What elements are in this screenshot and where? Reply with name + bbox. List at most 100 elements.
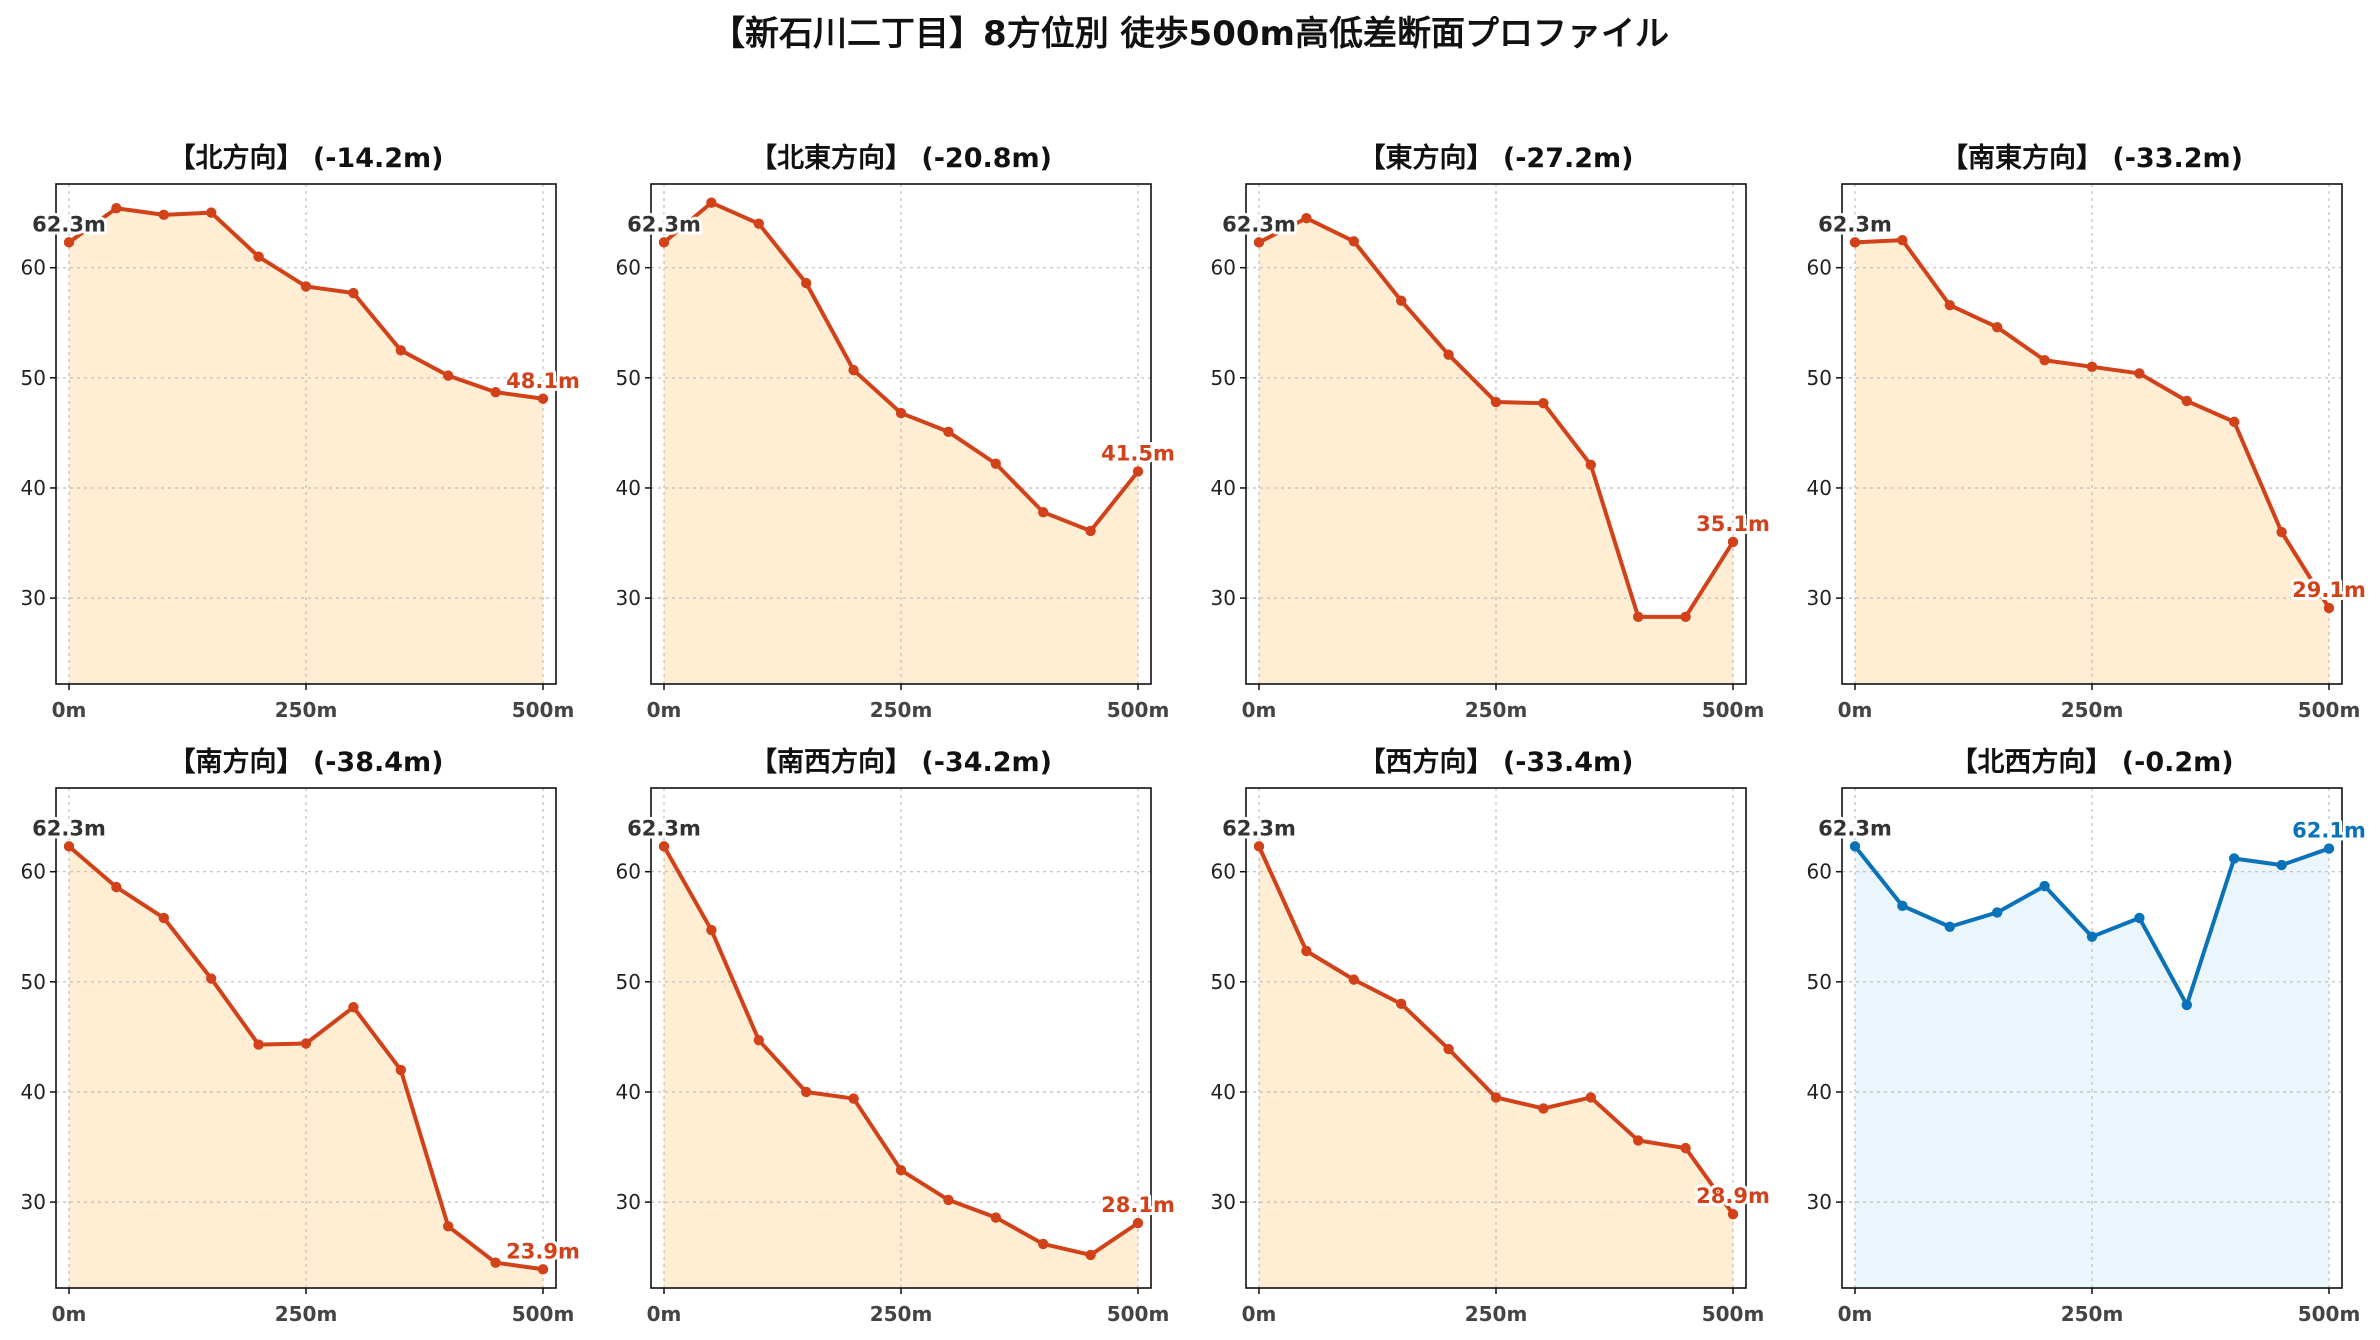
data-point [990, 458, 1001, 469]
y-tick-label: 30 [616, 586, 641, 610]
data-point [2276, 526, 2287, 538]
data-point [706, 197, 717, 208]
start-elevation-label: 62.3m [1818, 816, 1892, 840]
panel-1: 【北東方向】 (-20.8m) 30 40 50 60 0m 250m 500m 62.3m 41… [616, 142, 1178, 722]
data-point [1038, 1238, 1049, 1250]
panel-title: 【南西方向】 (-34.2m) [750, 746, 1052, 778]
data-point [801, 277, 812, 289]
data-point [206, 207, 217, 218]
y-tick-label: 50 [21, 366, 46, 390]
area-fill [69, 846, 543, 1288]
panel-title: 【北東方向】 (-20.8m) [750, 142, 1052, 174]
data-point [1585, 1092, 1597, 1103]
y-tick-label: 60 [21, 860, 46, 884]
data-point [395, 345, 406, 356]
data-point [300, 281, 312, 292]
panel-title: 【東方向】 (-27.2m) [1358, 142, 1633, 174]
data-point [1490, 396, 1502, 408]
data-point [2276, 859, 2287, 871]
data-point [1538, 397, 1549, 409]
x-tick-label: 500m [1107, 1302, 1170, 1326]
data-point [206, 973, 217, 984]
panel-3: 【南東方向】 (-33.2m) 30 40 50 60 0m 250m 500m 62.3m 29… [1807, 142, 2369, 722]
start-elevation-label: 62.3m [1222, 212, 1296, 236]
panel-title: 【北西方向】 (-0.2m) [1950, 746, 2233, 778]
data-point [2181, 395, 2192, 407]
data-point [1085, 1249, 1096, 1261]
x-tick-label: 0m [1242, 1302, 1277, 1326]
x-tick-label: 250m [1465, 1302, 1528, 1326]
y-tick-label: 30 [616, 1190, 641, 1214]
y-tick-label: 50 [1211, 970, 1236, 994]
data-point [443, 1221, 454, 1232]
area-fill [664, 846, 1138, 1288]
data-point [895, 1164, 907, 1176]
data-point [1633, 1135, 1644, 1146]
panel-6: 【西方向】 (-33.4m) 30 40 50 60 0m 250m 500m 62.3m 28.… [1211, 746, 1773, 1326]
start-elevation-label: 62.3m [1818, 212, 1892, 236]
y-tick-label: 50 [1807, 970, 1832, 994]
data-point [395, 1064, 406, 1076]
area-fill [1855, 846, 2329, 1288]
x-tick-label: 500m [2298, 1302, 2361, 1326]
data-point [2323, 843, 2335, 854]
y-tick-label: 60 [616, 860, 641, 884]
data-point [1085, 525, 1096, 537]
data-point [443, 370, 454, 381]
data-point [1348, 974, 1360, 985]
panel-title: 【南東方向】 (-33.2m) [1941, 142, 2243, 174]
data-point [1038, 506, 1049, 518]
y-tick-label: 60 [21, 256, 46, 280]
end-elevation-label: 29.1m [2292, 578, 2366, 602]
y-tick-label: 60 [1211, 860, 1236, 884]
data-point [2229, 853, 2240, 864]
data-point [158, 912, 169, 924]
data-point [348, 287, 359, 299]
end-elevation-label: 35.1m [1696, 512, 1770, 536]
x-tick-label: 250m [2061, 1302, 2124, 1326]
data-point [706, 924, 717, 936]
data-point [2323, 602, 2335, 614]
x-tick-label: 250m [275, 698, 338, 722]
start-elevation-label: 62.3m [627, 212, 701, 236]
data-point [1849, 841, 1861, 852]
data-point [1538, 1103, 1549, 1114]
data-point [2134, 912, 2145, 924]
y-tick-label: 50 [616, 970, 641, 994]
data-point [1992, 321, 2003, 333]
data-point [943, 1194, 954, 1206]
x-tick-label: 500m [512, 698, 575, 722]
end-elevation-label: 48.1m [506, 369, 580, 393]
x-tick-label: 0m [647, 1302, 682, 1326]
y-tick-label: 50 [1211, 366, 1236, 390]
x-tick-label: 0m [52, 1302, 87, 1326]
y-tick-label: 40 [1211, 1080, 1236, 1104]
data-point [2181, 999, 2192, 1011]
end-elevation-label: 41.5m [1101, 441, 1175, 465]
panel-4: 【南方向】 (-38.4m) 30 40 50 60 0m 250m 500m 62.3m 23.… [21, 746, 583, 1326]
data-point [490, 1257, 501, 1268]
data-point [111, 881, 122, 893]
data-point [753, 218, 764, 229]
panel-title: 【北方向】 (-14.2m) [168, 142, 443, 174]
data-point [63, 237, 75, 248]
y-tick-label: 60 [1807, 860, 1832, 884]
end-elevation-label: 28.1m [1101, 1193, 1175, 1217]
panel-0: 【北方向】 (-14.2m) 30 40 50 60 0m 250m 500m 62.3m 48.… [21, 142, 583, 722]
area-fill [1855, 240, 2329, 684]
data-point [348, 1001, 359, 1013]
x-tick-label: 0m [647, 698, 682, 722]
area-fill [1259, 846, 1733, 1288]
start-elevation-label: 62.3m [32, 816, 106, 840]
data-point [537, 1264, 549, 1275]
y-tick-label: 60 [1807, 256, 1832, 280]
x-tick-label: 250m [1465, 698, 1528, 722]
data-point [1897, 900, 1908, 912]
y-tick-label: 50 [1807, 366, 1832, 390]
x-tick-label: 0m [52, 698, 87, 722]
panel-title: 【西方向】 (-33.4m) [1358, 746, 1633, 778]
data-point [1490, 1092, 1502, 1103]
x-tick-label: 500m [1107, 698, 1170, 722]
end-elevation-label: 62.1m [2292, 819, 2366, 843]
data-point [658, 841, 670, 852]
